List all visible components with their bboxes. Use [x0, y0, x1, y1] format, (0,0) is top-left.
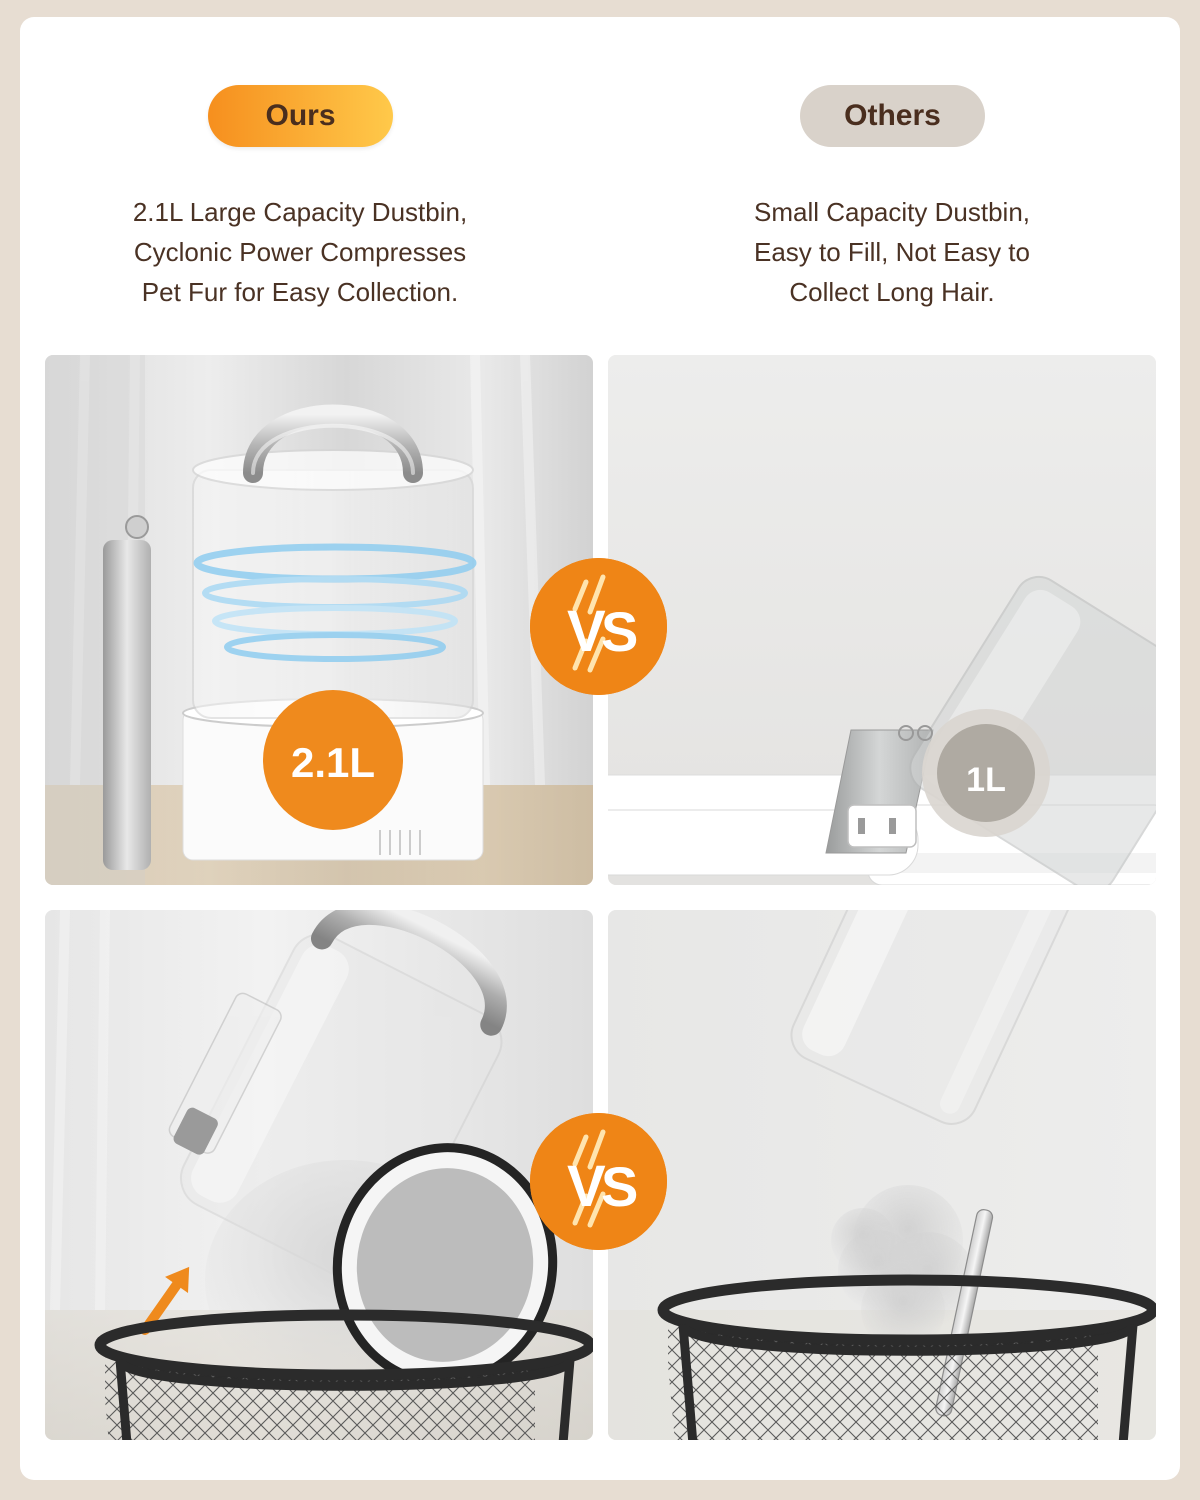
svg-text:S: S: [601, 1155, 638, 1218]
svg-text:1L: 1L: [966, 761, 1006, 799]
svg-text:2.1L: 2.1L: [291, 739, 375, 786]
svg-text:S: S: [601, 600, 638, 663]
